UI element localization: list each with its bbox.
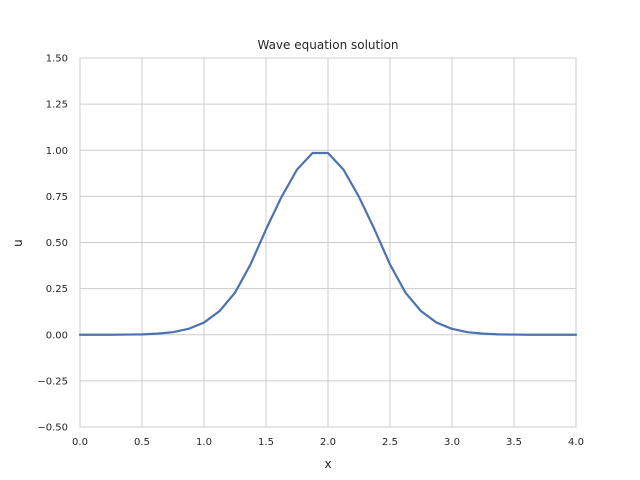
x-tick-label: 0.5 — [134, 437, 150, 448]
y-tick-label: 0.50 — [46, 238, 68, 249]
y-tick-label: 0.00 — [46, 330, 68, 341]
x-tick-label: 0.0 — [72, 437, 88, 448]
chart-title: Wave equation solution — [257, 38, 398, 52]
y-tick-label: 0.75 — [46, 192, 68, 203]
y-tick-label: −0.50 — [37, 423, 68, 434]
y-tick-label: 1.00 — [46, 146, 68, 157]
series-line — [78, 151, 578, 336]
x-tick-label: 2.0 — [320, 437, 336, 448]
y-axis-label: u — [11, 239, 25, 247]
x-tick-label: 3.5 — [506, 437, 522, 448]
x-tick-label: 4.0 — [568, 437, 584, 448]
y-tick-label: 1.50 — [46, 54, 68, 65]
x-tick-label: 1.5 — [258, 437, 274, 448]
x-tick-label: 1.0 — [196, 437, 212, 448]
x-tick-label: 3.0 — [444, 437, 460, 448]
x-axis-label: x — [324, 457, 331, 471]
series-layer — [78, 151, 578, 336]
plot-frame — [79, 57, 577, 428]
x-tick-labels: 0.0 0.5 1.0 1.5 2.0 2.5 3.0 3.5 4.0 — [72, 437, 584, 448]
y-tick-label: −0.25 — [37, 376, 68, 387]
y-tick-label: 1.25 — [46, 100, 68, 111]
y-tick-label: 0.25 — [46, 284, 68, 295]
x-tick-label: 2.5 — [382, 437, 398, 448]
y-tick-labels: −0.50 −0.25 0.00 0.25 0.50 0.75 1.00 1.25 1.50 — [37, 54, 68, 434]
